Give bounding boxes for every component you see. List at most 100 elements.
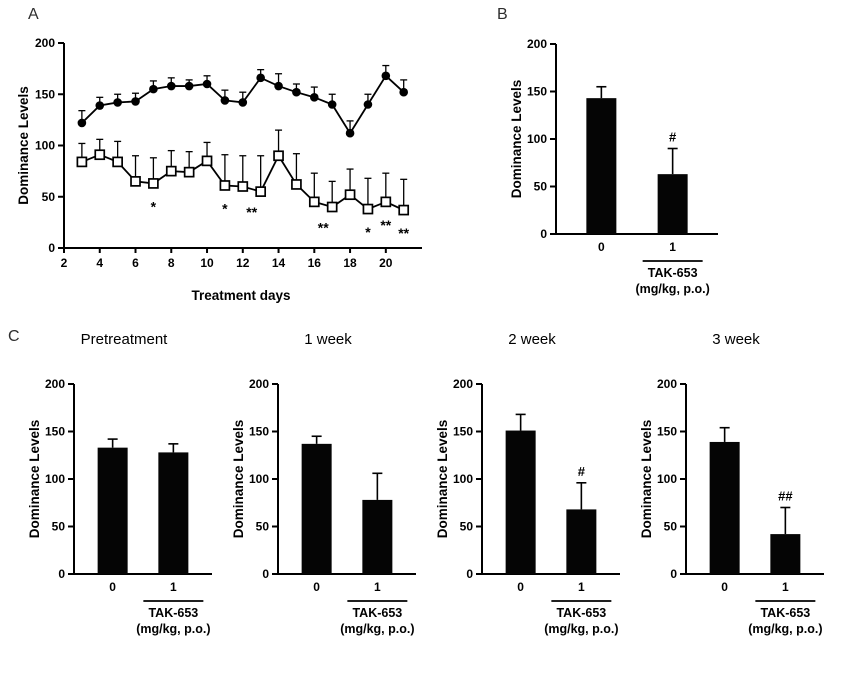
panel-c-block-1week: 1 week 0 50 100 150 200 Dominance Levels 0 1 TAK…	[230, 330, 426, 658]
svg-text:Dominance Levels: Dominance Levels	[435, 420, 450, 539]
svg-text:1: 1	[374, 580, 381, 594]
svg-text:50: 50	[664, 520, 678, 534]
svg-text:0: 0	[48, 241, 55, 255]
svg-text:200: 200	[45, 377, 65, 391]
svg-text:0: 0	[313, 580, 320, 594]
svg-text:TAK-653: TAK-653	[648, 266, 698, 280]
svg-text:*: *	[151, 198, 157, 214]
axes: 0 50 100 150 200 Dominance Levels	[231, 377, 416, 581]
panel-a-line-chart: 0 50 100 150 200 2 4 6 8 10 12 14 16 18 20 Treatment da…	[16, 36, 422, 303]
svg-text:TAK-653: TAK-653	[352, 606, 402, 620]
axes: 0 50 100 150 200 Dominance Levels	[435, 377, 620, 581]
svg-text:150: 150	[249, 425, 269, 439]
svg-text:12: 12	[236, 256, 250, 270]
panel-a-label: A	[28, 6, 39, 23]
svg-text:**: **	[398, 225, 409, 241]
panel-c-block-3week: 3 week 0 50 100 150 200 Dominance Levels 0 ## 1 T…	[638, 330, 834, 658]
svg-text:1: 1	[170, 580, 177, 594]
svg-text:100: 100	[527, 132, 547, 146]
panel-c-3week-chart: 0 50 100 150 200 Dominance Levels 0 ## 1 TAK-653 (…	[639, 377, 824, 636]
svg-text:100: 100	[249, 472, 269, 486]
svg-text:50: 50	[256, 520, 270, 534]
svg-text:(mg/kg, p.o.): (mg/kg, p.o.)	[136, 622, 210, 636]
bar-1: 1	[158, 443, 189, 594]
svg-text:200: 200	[657, 377, 677, 391]
x-group-label: TAK-653 (mg/kg, p.o.)	[136, 600, 211, 636]
svg-text:0: 0	[466, 567, 473, 581]
bar-1: #1	[566, 464, 597, 594]
svg-text:Treatment days: Treatment days	[191, 288, 290, 303]
svg-text:0: 0	[540, 227, 547, 241]
svg-text:Dominance Levels: Dominance Levels	[509, 80, 524, 199]
svg-text:1: 1	[578, 580, 585, 594]
svg-text:150: 150	[657, 425, 677, 439]
axes: 0 50 100 150 200 Dominance Levels	[27, 377, 212, 581]
x-group-label: TAK-653 (mg/kg, p.o.)	[340, 600, 415, 636]
panel-c-block-pretreatment: Pretreatment 0 50 100 150 200 Dominance Level…	[26, 330, 222, 658]
svg-text:150: 150	[45, 425, 65, 439]
panel-c-label: C	[8, 328, 20, 345]
svg-text:0: 0	[598, 240, 605, 254]
svg-text:150: 150	[35, 87, 55, 101]
svg-text:0: 0	[721, 580, 728, 594]
chart-title-pretreatment: Pretreatment	[80, 331, 168, 348]
svg-text:200: 200	[453, 377, 473, 391]
series-open-square-series	[76, 129, 410, 216]
significance-marks: * * **** * ****	[151, 198, 410, 241]
panel-b-bar-chart: 0 50 100 150 200 Dominance Levels 0 #1 TAK-653 (m…	[509, 37, 718, 296]
bar-1: ## 1	[770, 489, 801, 594]
svg-text:1: 1	[669, 240, 676, 254]
bar-1: #1	[657, 130, 688, 254]
svg-text:0: 0	[262, 567, 269, 581]
svg-text:**: **	[246, 204, 257, 220]
svg-text:100: 100	[453, 472, 473, 486]
panel-c-row: Pretreatment 0 50 100 150 200 Dominance Level…	[26, 330, 834, 658]
series-filled-circle-series	[77, 64, 408, 138]
panel-c-1week-chart: 0 50 100 150 200 Dominance Levels 0 1 TAK-653 (mg…	[231, 377, 416, 636]
bar-0: 0	[97, 438, 128, 594]
axes: 0 50 100 150 200 Dominance Levels	[509, 37, 718, 241]
svg-text:TAK-653: TAK-653	[148, 606, 198, 620]
svg-text:200: 200	[527, 37, 547, 51]
svg-text:**: **	[318, 219, 329, 235]
svg-text:(mg/kg, p.o.): (mg/kg, p.o.)	[748, 622, 822, 636]
svg-text:**: **	[380, 217, 391, 233]
x-group-label: TAK-653 (mg/kg, p.o.)	[544, 600, 619, 636]
svg-text:50: 50	[42, 190, 56, 204]
svg-text:6: 6	[132, 256, 139, 270]
svg-text:150: 150	[453, 425, 473, 439]
svg-text:18: 18	[343, 256, 357, 270]
chart-title-1week: 1 week	[304, 331, 352, 348]
svg-text:150: 150	[527, 85, 547, 99]
svg-text:16: 16	[308, 256, 322, 270]
bar-0: 0	[301, 435, 332, 594]
svg-text:#: #	[578, 464, 586, 479]
bar-0: 0	[709, 426, 740, 594]
x-group-label: TAK-653 (mg/kg, p.o.)	[635, 260, 710, 296]
svg-text:0: 0	[517, 580, 524, 594]
svg-text:200: 200	[249, 377, 269, 391]
svg-text:50: 50	[534, 180, 548, 194]
svg-text:100: 100	[35, 139, 55, 153]
chart-title-2week: 2 week	[508, 331, 556, 348]
svg-text:1: 1	[782, 580, 789, 594]
bar-1: 1	[362, 472, 393, 594]
panel-c-pretreatment-chart: 0 50 100 150 200 Dominance Levels 0 1 TAK-653 (mg…	[27, 377, 212, 636]
panel-b-label: B	[497, 6, 508, 23]
chart-title-3week: 3 week	[712, 331, 760, 348]
svg-text:100: 100	[45, 472, 65, 486]
svg-text:TAK-653: TAK-653	[760, 606, 810, 620]
svg-text:(mg/kg, p.o.): (mg/kg, p.o.)	[340, 622, 414, 636]
panel-c-2week-chart: 0 50 100 150 200 Dominance Levels 0 #1 TAK-653 (m…	[435, 377, 620, 636]
svg-text:(mg/kg, p.o.): (mg/kg, p.o.)	[544, 622, 618, 636]
svg-text:Dominance Levels: Dominance Levels	[639, 420, 654, 539]
svg-text:#: #	[669, 130, 677, 145]
svg-text:20: 20	[379, 256, 393, 270]
svg-text:##: ##	[778, 489, 793, 504]
axes: 0 50 100 150 200 2 4 6 8 10 12 14 16 18 20 Treatment da…	[16, 36, 422, 303]
svg-text:200: 200	[35, 36, 55, 50]
svg-text:Dominance Levels: Dominance Levels	[27, 420, 42, 539]
svg-text:*: *	[365, 224, 371, 240]
svg-text:14: 14	[272, 256, 286, 270]
